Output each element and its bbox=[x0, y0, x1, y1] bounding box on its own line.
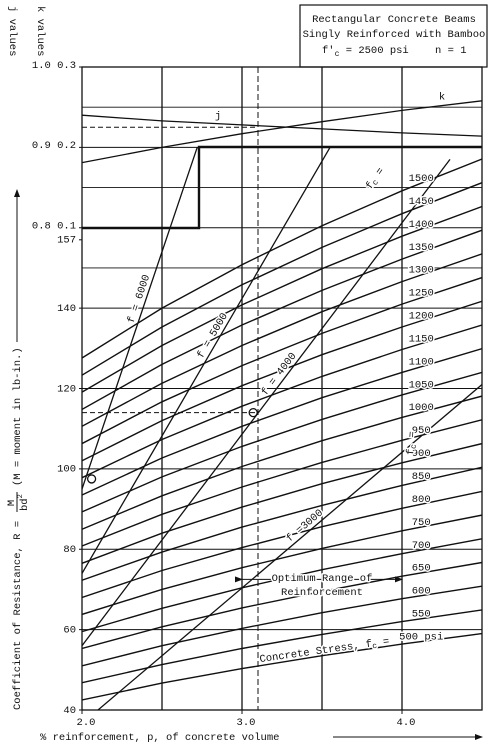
x-axis-label: % reinforcement, p, of concrete volume bbox=[40, 732, 279, 744]
stress-curve-label: 1350 bbox=[409, 242, 434, 254]
y-label-den-text: bd bbox=[19, 498, 31, 511]
stress-curve-label: 800 bbox=[412, 494, 431, 506]
stress-curve-label: 1400 bbox=[409, 219, 434, 231]
x-tick-label: 4.0 bbox=[397, 717, 416, 729]
stress-curve-label: 1450 bbox=[409, 196, 434, 208]
fc-symbol: Concrete Stress, fc = bbox=[259, 636, 390, 667]
stress-curve bbox=[82, 371, 482, 513]
stress-curve-label: 500 psi bbox=[399, 631, 443, 643]
y2-tick-label: 1.0 0.3 bbox=[32, 60, 76, 72]
stress-curve bbox=[82, 253, 482, 427]
title-rest: = 2500 psi bbox=[339, 45, 408, 57]
y-axis-label: Coefficient of Resistance, R = M bd2 (M … bbox=[6, 189, 31, 710]
stress-curve-label: 850 bbox=[412, 471, 431, 483]
y-label-end: (M = moment in lb-in.) bbox=[12, 347, 24, 486]
y-tick-label: 120 bbox=[57, 383, 76, 395]
y-label-den: bd2 bbox=[17, 494, 31, 511]
fc-symbol: fc = bbox=[405, 431, 420, 456]
k-label: k bbox=[439, 91, 445, 103]
k-axis-label: k values bbox=[34, 6, 46, 56]
example-point bbox=[248, 407, 258, 418]
fc-sub: c bbox=[372, 642, 378, 652]
stress-curve bbox=[82, 561, 482, 650]
fc-f: f bbox=[365, 638, 373, 651]
plot-clip bbox=[82, 147, 482, 710]
stress-curve-label: 1050 bbox=[409, 379, 434, 391]
title-box bbox=[299, 4, 488, 68]
title-line: Singly Reinforced with Bamboo bbox=[303, 29, 486, 41]
j-line bbox=[81, 114, 483, 137]
stress-curve-label: 1000 bbox=[409, 402, 434, 414]
stress-curve-label: 950 bbox=[412, 425, 431, 437]
stress-curve bbox=[82, 300, 482, 462]
stress-curve bbox=[82, 182, 482, 376]
j-axis-label: j values bbox=[6, 6, 18, 56]
fc-sub: c bbox=[410, 444, 419, 450]
stress-curve-label: 550 bbox=[412, 609, 431, 621]
fc-label-group: fc = bbox=[362, 164, 389, 193]
fc-label-group: fc = bbox=[403, 429, 420, 457]
stress-curve-label: 900 bbox=[412, 448, 431, 460]
y-label-sup: 2 bbox=[17, 494, 25, 498]
y-label-num: M bbox=[6, 500, 18, 506]
fc-symbol: fc = bbox=[364, 166, 389, 193]
y2-tick-label: 0.9 0.2 bbox=[32, 140, 76, 152]
stress-curve-label: 1250 bbox=[409, 288, 434, 300]
fc-label-group: Concrete Stress, fc = bbox=[257, 634, 391, 667]
y-tick-label: 157 bbox=[57, 235, 76, 247]
steel-line bbox=[82, 159, 451, 647]
stress-curve-label: 1150 bbox=[409, 333, 434, 345]
stress-curve bbox=[82, 514, 482, 616]
title-line: Rectangular Concrete Beams bbox=[312, 14, 476, 26]
stress-curve-label: 1200 bbox=[409, 311, 434, 323]
y-tick-label: 40 bbox=[63, 705, 76, 717]
stress-curve bbox=[82, 276, 482, 445]
y-tick-label: 60 bbox=[63, 624, 76, 636]
y-tick-label: 80 bbox=[63, 544, 76, 556]
title-sub: c bbox=[335, 50, 340, 59]
stress-curve-label: 1500 bbox=[409, 173, 434, 185]
stress-curve bbox=[82, 324, 482, 479]
optimum-label: Reinforcement bbox=[281, 587, 363, 599]
stress-curve bbox=[82, 158, 482, 359]
j-label: j bbox=[215, 110, 221, 122]
optimum-label: Optimum Range of bbox=[272, 573, 373, 585]
title-f: f' bbox=[322, 45, 335, 57]
stress-curve-label: 650 bbox=[412, 563, 431, 575]
stress-curve bbox=[82, 419, 482, 547]
stress-curve-label: 1100 bbox=[409, 357, 434, 369]
steel-line-label: f =3000 bbox=[284, 507, 325, 545]
stress-curve-label: 700 bbox=[412, 540, 431, 552]
fc-f: f bbox=[405, 448, 418, 455]
steel-line-label: f = 4000 bbox=[259, 351, 299, 398]
stress-curve-label: 600 bbox=[412, 585, 431, 597]
steel-line bbox=[82, 147, 331, 574]
stress-curve bbox=[82, 585, 482, 667]
y-label-start: Coefficient of Resistance, R = bbox=[12, 521, 24, 710]
steel-line bbox=[82, 147, 198, 490]
title-n: n = 1 bbox=[435, 45, 467, 57]
fc-eq: = bbox=[376, 636, 390, 650]
x-tick-label: 3.0 bbox=[237, 717, 256, 729]
stress-curve bbox=[82, 348, 482, 496]
y-tick-label: 140 bbox=[57, 303, 76, 315]
stress-curve bbox=[82, 205, 482, 393]
y-tick-label: 100 bbox=[57, 464, 76, 476]
title-stress: f'c = 2500 psi bbox=[322, 45, 409, 59]
steel-line-label: f = 6000 bbox=[126, 273, 153, 325]
stress-curve bbox=[82, 632, 482, 701]
stress-curve-label: 750 bbox=[412, 517, 431, 529]
stress-curve bbox=[82, 490, 482, 599]
x-tick-label: 2.0 bbox=[77, 717, 96, 729]
stress-curve bbox=[82, 395, 482, 530]
example-point bbox=[86, 474, 97, 484]
fc-eq: = bbox=[406, 431, 419, 445]
k-line bbox=[81, 100, 483, 164]
stress-curve-label: 1300 bbox=[409, 265, 434, 277]
y2-tick-label: 0.8 0.1 bbox=[32, 221, 76, 233]
stress-curve bbox=[82, 442, 482, 564]
